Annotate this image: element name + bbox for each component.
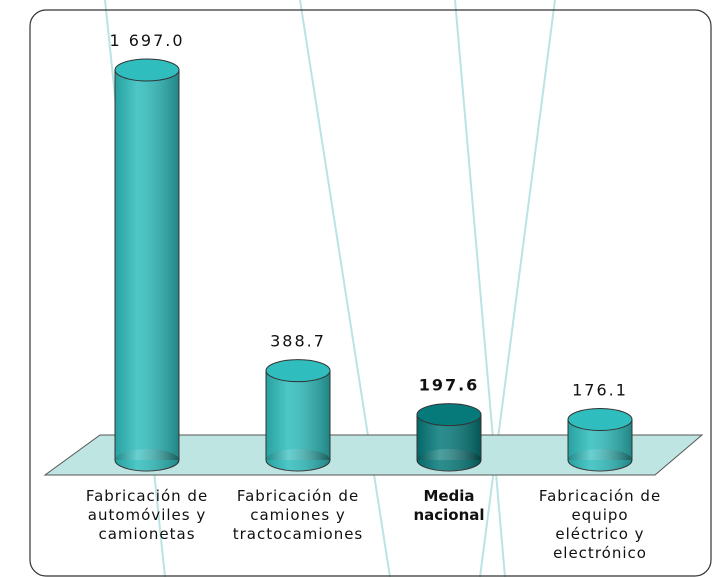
bar-base-shade bbox=[568, 449, 632, 471]
bar-shade bbox=[266, 370, 330, 460]
bar-base-shade bbox=[115, 449, 179, 471]
value-label: 388.7 bbox=[270, 332, 326, 351]
bar-base-shade bbox=[266, 449, 330, 471]
bar-outline bbox=[416, 414, 482, 460]
bars: 1 697.0 388.7 197.6 176.1 bbox=[109, 31, 633, 472]
bar-top bbox=[114, 58, 180, 82]
frame bbox=[29, 9, 712, 577]
bar-shade bbox=[115, 70, 179, 460]
bar-base-shade bbox=[417, 449, 481, 471]
bar-top bbox=[416, 403, 482, 427]
bar-top bbox=[265, 359, 331, 383]
floor bbox=[43, 434, 704, 476]
bar-top bbox=[567, 408, 633, 432]
value-label: 176.1 bbox=[572, 381, 628, 400]
category-label: Media nacional bbox=[413, 487, 485, 524]
value-label: 1 697.0 bbox=[109, 31, 184, 50]
category-label: Fabricación de equipo eléctrico y electr… bbox=[538, 487, 662, 562]
category-label: Fabricación de camiones y tractocamiones bbox=[232, 487, 364, 543]
bar-outline bbox=[114, 70, 180, 460]
category-label: Fabricación de automóviles y camionetas bbox=[85, 487, 209, 543]
bar-outline bbox=[567, 419, 633, 460]
value-label: 197.6 bbox=[419, 376, 480, 395]
bar-outline bbox=[265, 370, 331, 460]
